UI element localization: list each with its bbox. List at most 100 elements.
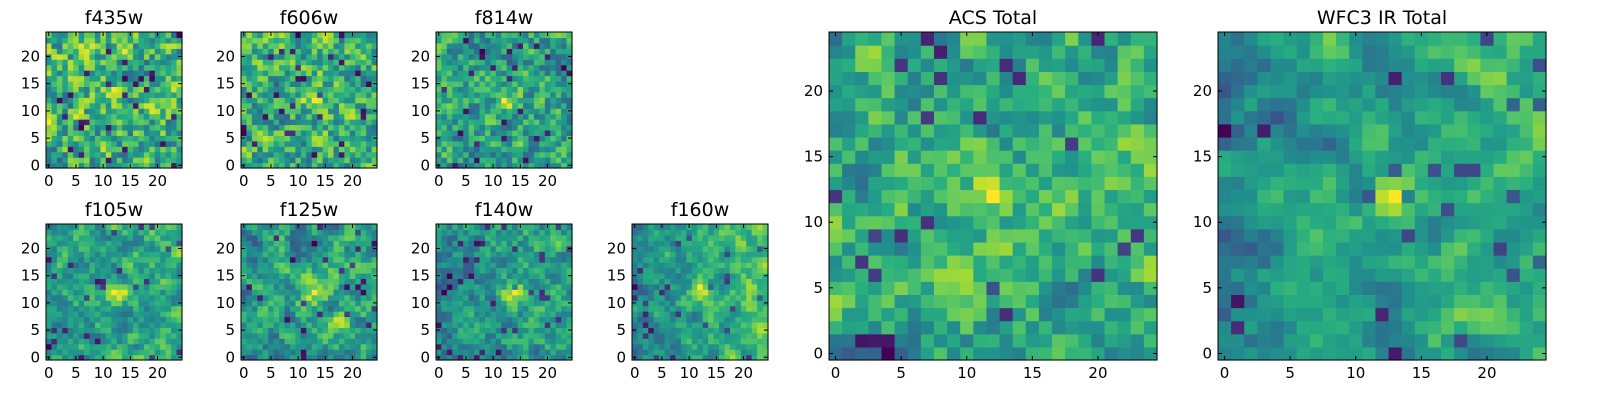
pixel-cell <box>501 129 508 136</box>
pixel-cell <box>94 343 101 350</box>
pixel-cell <box>517 245 524 252</box>
pixel-cell <box>133 311 140 318</box>
pixel-cell <box>463 91 470 98</box>
pixel-cell <box>279 321 286 328</box>
pixel-cell <box>1052 268 1066 282</box>
pixel-cell <box>251 321 258 328</box>
pixel-cell <box>1052 281 1066 295</box>
pixel-cell <box>300 224 307 231</box>
pixel-cell <box>89 251 96 258</box>
pixel-cell <box>680 256 687 263</box>
pixel-cell <box>544 157 551 164</box>
pixel-cell <box>920 228 935 243</box>
pixel-cell <box>544 140 551 147</box>
pixel-cell <box>349 146 356 153</box>
pixel-cell <box>78 272 85 279</box>
pixel-cell <box>555 135 562 142</box>
pixel-cell <box>457 349 464 356</box>
pixel-cell <box>289 267 296 274</box>
pixel-cell <box>512 316 519 323</box>
pixel-cell <box>289 37 296 44</box>
pixel-cell <box>468 124 475 131</box>
pixel-cell <box>176 157 183 164</box>
pixel-cell <box>257 245 264 252</box>
pixel-cell <box>257 91 264 98</box>
pixel-cell <box>659 240 666 247</box>
pixel-cell <box>506 272 513 279</box>
pixel-cell <box>143 37 150 44</box>
pixel-cell <box>653 305 660 312</box>
pixel-cell <box>533 332 540 339</box>
pixel-cell <box>51 86 58 93</box>
pixel-cell <box>251 262 258 269</box>
pixel-cell <box>349 124 356 131</box>
pixel-cell <box>517 289 524 296</box>
pixel-cell <box>544 64 551 71</box>
pixel-cell <box>257 151 264 158</box>
pixel-cell <box>544 332 551 339</box>
pixel-cell <box>479 42 486 49</box>
pixel-cell <box>251 338 258 345</box>
x-tick-label: 15 <box>121 172 140 190</box>
pixel-cell <box>490 278 497 285</box>
pixel-cell <box>920 255 935 269</box>
pixel-cell <box>713 300 720 307</box>
pixel-cell <box>289 229 296 236</box>
pixel-cell <box>138 53 145 60</box>
pixel-cell <box>680 229 687 236</box>
pixel-cell <box>550 300 557 307</box>
pixel-cell <box>490 289 497 296</box>
pixel-cell <box>333 97 340 104</box>
pixel-cell <box>495 64 502 71</box>
pixel-cell <box>555 102 562 109</box>
pixel-cell <box>920 346 935 361</box>
pixel-cell <box>484 162 491 169</box>
pixel-cell <box>105 108 112 115</box>
pixel-cell <box>729 251 736 258</box>
pixel-cell <box>138 305 145 312</box>
pixel-cell <box>149 272 156 279</box>
pixel-cell <box>289 86 296 93</box>
pixel-cell <box>868 215 883 230</box>
pixel-cell <box>947 241 961 256</box>
pixel-cell <box>523 283 530 290</box>
pixel-cell <box>544 97 551 104</box>
pixel-cell <box>268 113 275 120</box>
pixel-cell <box>338 272 345 279</box>
pixel-cell <box>702 229 709 236</box>
pixel-cell <box>670 294 677 301</box>
pixel-cell <box>268 256 275 263</box>
pixel-cell <box>523 229 530 236</box>
pixel-cell <box>116 311 123 318</box>
pixel-cell <box>116 124 123 131</box>
pixel-cell <box>171 234 178 241</box>
pixel-cell <box>533 162 540 169</box>
pixel-cell <box>62 256 69 263</box>
y-tick-label: 0 <box>30 156 40 174</box>
pixel-cell <box>702 332 709 339</box>
pixel-cell <box>708 289 715 296</box>
pixel-cell <box>273 343 280 350</box>
pixel-cell <box>133 272 140 279</box>
pixel-cell <box>51 305 58 312</box>
pixel-cell <box>986 333 1001 348</box>
pixel-cell <box>122 349 129 356</box>
pixel-cell <box>474 162 481 169</box>
pixel-cell <box>295 157 302 164</box>
pixel-cell <box>100 119 107 126</box>
pixel-cell <box>463 119 470 126</box>
pixel-cell <box>933 202 948 217</box>
pixel-cell <box>246 75 253 82</box>
pixel-cell <box>122 300 129 307</box>
pixel-cell <box>122 283 129 290</box>
pixel-cell <box>317 305 324 312</box>
pixel-cell <box>143 70 150 77</box>
pixel-cell <box>78 124 85 131</box>
pixel-cell <box>160 129 167 136</box>
pixel-cell <box>762 267 769 274</box>
pixel-cell <box>300 102 307 109</box>
pixel-cell <box>561 349 568 356</box>
pixel-cell <box>1065 215 1079 230</box>
